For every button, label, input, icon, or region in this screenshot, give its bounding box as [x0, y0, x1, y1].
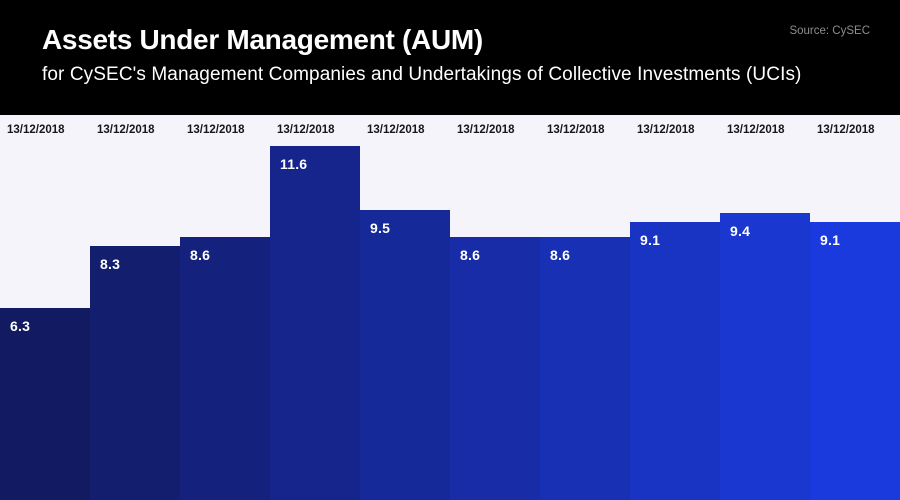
chart-column: 13/12/2018 8.6: [540, 115, 630, 500]
bar: 9.1: [630, 221, 720, 500]
chart-column: 13/12/2018 6.3: [0, 115, 90, 500]
chart-column: 13/12/2018 9.1: [810, 115, 900, 500]
bar: 11.6: [270, 145, 360, 500]
source-label: Source: CySEC: [789, 25, 870, 37]
chart-subtitle: for CySEC's Management Companies and Und…: [42, 64, 802, 86]
chart-column: 13/12/2018 9.5: [360, 115, 450, 500]
category-label: 13/12/2018: [97, 124, 155, 136]
value-label: 9.1: [820, 231, 841, 248]
category-label: 13/12/2018: [277, 124, 335, 136]
value-label: 11.6: [280, 155, 308, 172]
value-label: 8.3: [100, 256, 121, 273]
bar: 8.6: [540, 237, 630, 500]
bar: 9.1: [810, 221, 900, 500]
chart-column: 13/12/2018 9.1: [630, 115, 720, 500]
chart-column: 13/12/2018 8.3: [90, 115, 180, 500]
value-label: 8.6: [460, 247, 481, 264]
value-label: 9.5: [370, 219, 391, 236]
bar: 8.3: [90, 246, 180, 500]
bar: 9.5: [360, 209, 450, 500]
bar: 8.6: [180, 237, 270, 500]
value-label: 9.4: [730, 222, 751, 239]
bar-chart: 13/12/2018 6.3 13/12/2018 8.3 13/12/2018 8.6 1…: [0, 115, 900, 500]
chart-title: Assets Under Management (AUM): [42, 24, 483, 55]
chart-column: 13/12/2018 11.6: [270, 115, 360, 500]
chart-column: 13/12/2018 8.6: [180, 115, 270, 500]
category-label: 13/12/2018: [187, 124, 245, 136]
category-label: 13/12/2018: [547, 124, 605, 136]
category-label: 13/12/2018: [727, 124, 785, 136]
value-label: 6.3: [10, 317, 31, 334]
chart-header: Assets Under Management (AUM) for CySEC'…: [0, 0, 900, 115]
category-label: 13/12/2018: [457, 124, 515, 136]
bar: 8.6: [450, 237, 540, 500]
value-label: 8.6: [190, 247, 211, 264]
bar: 6.3: [0, 307, 90, 500]
category-label: 13/12/2018: [367, 124, 425, 136]
chart-column: 13/12/2018 8.6: [450, 115, 540, 500]
value-label: 8.6: [550, 247, 571, 264]
value-label: 9.1: [640, 231, 661, 248]
category-label: 13/12/2018: [637, 124, 695, 136]
bar: 9.4: [720, 212, 810, 500]
chart-column: 13/12/2018 9.4: [720, 115, 810, 500]
category-label: 13/12/2018: [7, 124, 65, 136]
category-label: 13/12/2018: [817, 124, 875, 136]
